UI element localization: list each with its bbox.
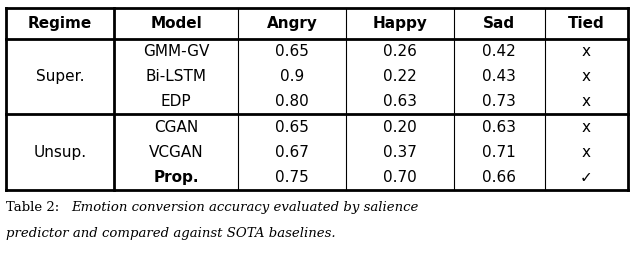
Text: 0.63: 0.63 <box>383 94 417 109</box>
Text: 0.63: 0.63 <box>482 119 516 135</box>
Text: 0.67: 0.67 <box>275 145 309 160</box>
Text: Emotion conversion accuracy evaluated by salience: Emotion conversion accuracy evaluated by… <box>72 201 419 214</box>
Text: 0.26: 0.26 <box>383 44 417 59</box>
Text: Regime: Regime <box>28 16 93 31</box>
Text: x: x <box>582 44 591 59</box>
Text: 0.70: 0.70 <box>383 170 417 185</box>
Text: VCGAN: VCGAN <box>149 145 204 160</box>
Text: Tied: Tied <box>568 16 605 31</box>
Text: 0.9: 0.9 <box>280 69 304 84</box>
Text: EDP: EDP <box>161 94 191 109</box>
Text: Unsup.: Unsup. <box>34 145 87 160</box>
Text: 0.22: 0.22 <box>383 69 417 84</box>
Text: ✓: ✓ <box>580 170 593 185</box>
Text: Happy: Happy <box>372 16 427 31</box>
Text: 0.42: 0.42 <box>482 44 516 59</box>
Text: 0.80: 0.80 <box>275 94 309 109</box>
Text: 0.65: 0.65 <box>275 119 309 135</box>
Text: 0.43: 0.43 <box>482 69 516 84</box>
Text: 0.73: 0.73 <box>482 94 516 109</box>
Text: Super.: Super. <box>36 69 84 84</box>
Text: Model: Model <box>150 16 202 31</box>
Text: 0.37: 0.37 <box>383 145 417 160</box>
Text: Table 2:: Table 2: <box>6 201 68 214</box>
Text: Angry: Angry <box>267 16 318 31</box>
Text: GMM-GV: GMM-GV <box>143 44 209 59</box>
Text: 0.20: 0.20 <box>383 119 417 135</box>
Text: CGAN: CGAN <box>154 119 198 135</box>
Text: 0.65: 0.65 <box>275 44 309 59</box>
Text: x: x <box>582 94 591 109</box>
Text: x: x <box>582 145 591 160</box>
Text: x: x <box>582 69 591 84</box>
Text: 0.75: 0.75 <box>275 170 309 185</box>
Text: 0.66: 0.66 <box>482 170 516 185</box>
Text: Prop.: Prop. <box>153 170 199 185</box>
Text: Sad: Sad <box>483 16 515 31</box>
Text: predictor and compared against SOTA baselines.: predictor and compared against SOTA base… <box>6 227 336 240</box>
Text: Bi-LSTM: Bi-LSTM <box>146 69 207 84</box>
Text: 0.71: 0.71 <box>482 145 516 160</box>
Text: x: x <box>582 119 591 135</box>
